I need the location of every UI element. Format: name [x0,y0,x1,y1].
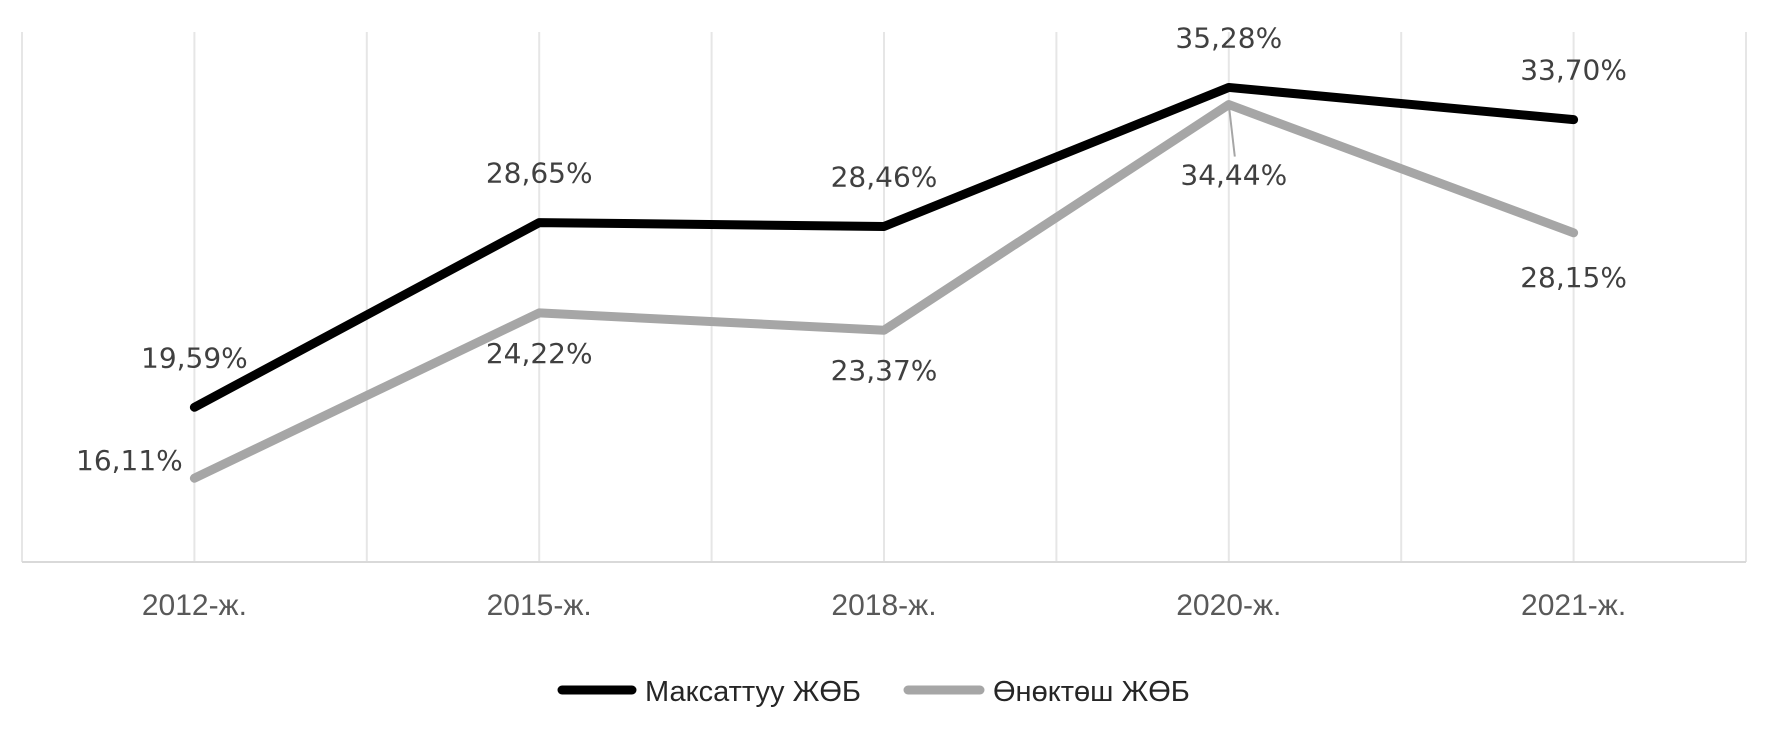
legend-label: Өнөктөш ЖӨБ [993,676,1190,708]
leader-line [1227,104,1236,157]
legend: Максаттуу ЖӨБ Өнөктөш ЖӨБ [557,676,1190,708]
grid-lines [21,32,1747,562]
x-tick-label: 2012-ж. [142,589,247,622]
series-lines [189,82,1579,483]
data-label: 23,37% [831,354,938,387]
x-tick-label: 2015-ж. [487,589,592,622]
data-label: 34,44% [1180,159,1287,192]
data-label: 28,15% [1520,261,1627,294]
x-tick-label: 2020-ж. [1176,589,1281,622]
data-label: 28,46% [831,160,938,193]
data-label: 33,70% [1520,54,1627,87]
data-label: 24,22% [486,337,593,370]
data-label: 35,28% [1175,21,1282,54]
data-label: 28,65% [486,157,593,190]
x-tick-label: 2018-ж. [831,589,936,622]
series-line [189,82,1579,412]
series-line [189,100,1579,483]
data-labels: 19,59% 28,65% 28,46% 35,28% 33,70% 16,11% 24,2… [76,21,1627,477]
data-label: 16,11% [76,444,183,477]
legend-label: Максаттуу ЖӨБ [645,676,861,708]
x-tick-label: 2021-ж. [1521,589,1626,622]
x-axis: 2012-ж. 2015-ж. 2018-ж. 2020-ж. 2021-ж. [22,561,1746,622]
data-label: 19,59% [141,341,248,374]
